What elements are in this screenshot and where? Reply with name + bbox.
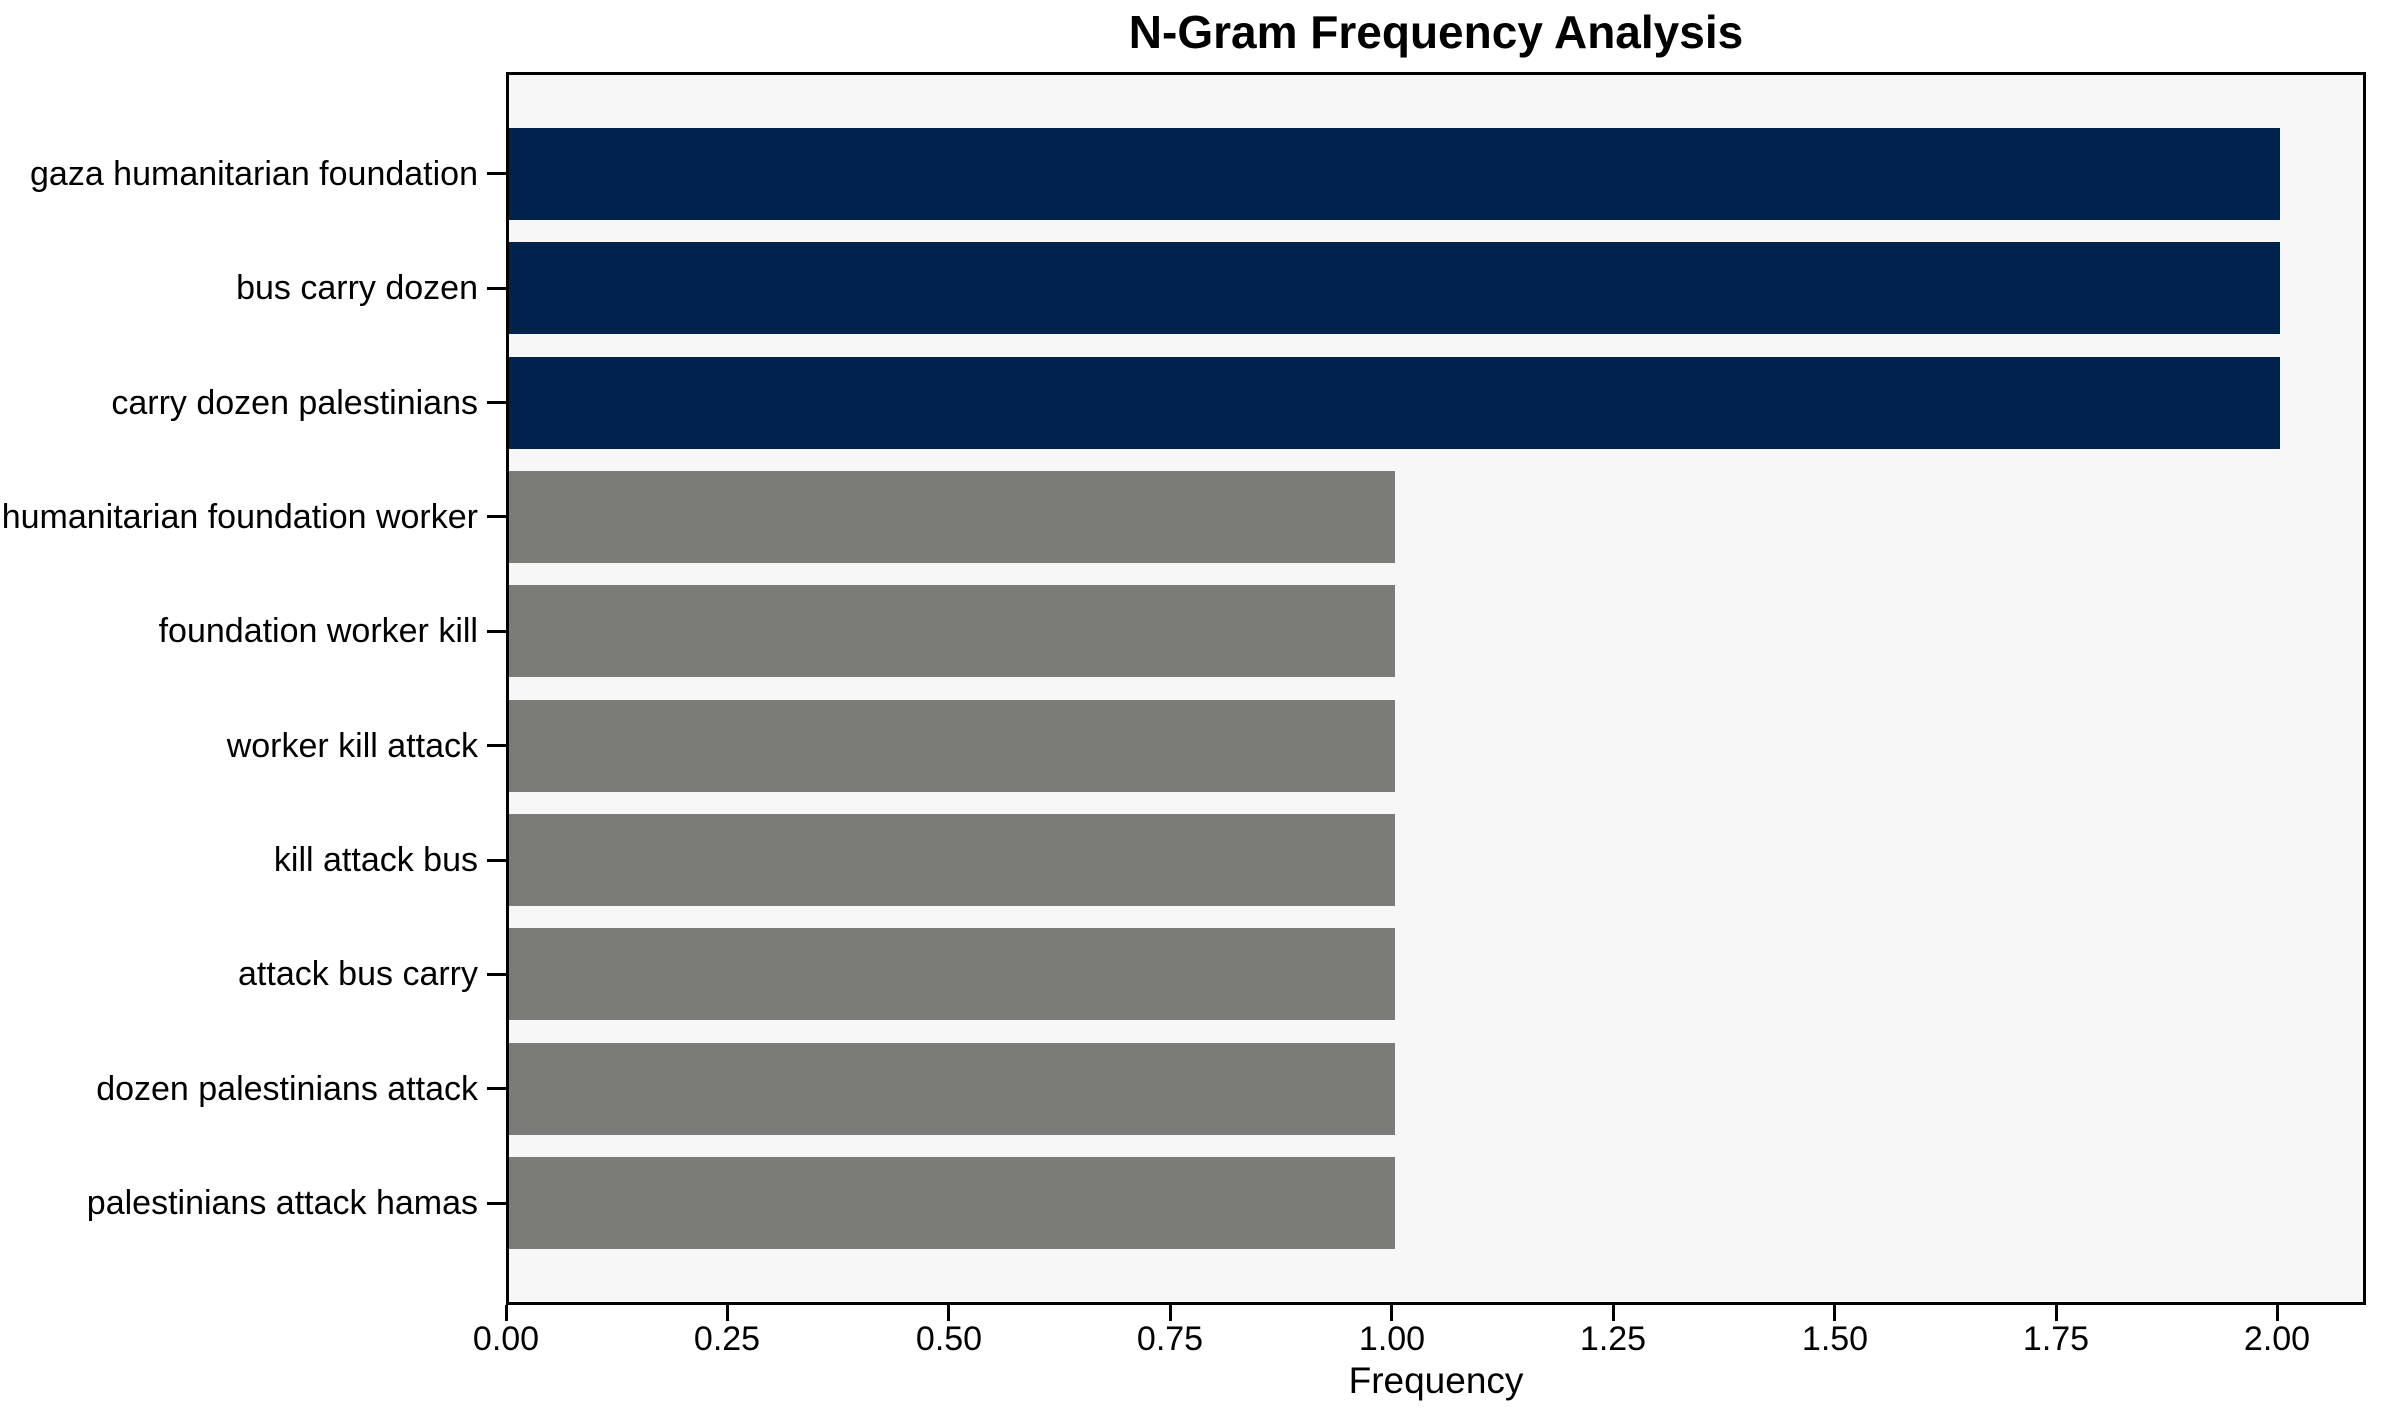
y-tick-mark [487, 287, 506, 290]
bar-attack-bus-carry [509, 928, 1395, 1020]
y-tick-mark [487, 172, 506, 175]
x-tick-label: 1.00 [1358, 1320, 1426, 1358]
y-tick-mark [487, 973, 506, 976]
y-axis-label: carry dozen palestinians [111, 384, 478, 422]
x-tick-mark [505, 1305, 508, 1321]
bar-dozen-palestinians-attack [509, 1043, 1395, 1135]
x-tick-label: 2.00 [2243, 1320, 2311, 1358]
y-axis-label: foundation worker kill [158, 612, 478, 650]
y-axis-label: bus carry dozen [236, 269, 478, 307]
bar-carry-dozen-palestinians [509, 357, 2280, 449]
bar-foundation-worker-kill [509, 585, 1395, 677]
y-tick-mark [487, 1087, 506, 1090]
y-tick-mark [487, 515, 506, 518]
bar-gaza-humanitarian-foundation [509, 128, 2280, 220]
x-tick-label: 0.75 [1136, 1320, 1204, 1358]
x-tick-mark [1833, 1305, 1836, 1321]
chart-title: N-Gram Frequency Analysis [1128, 6, 1744, 58]
x-tick-label: 1.50 [1801, 1320, 1869, 1358]
bar-worker-kill-attack [509, 700, 1395, 792]
y-tick-mark [487, 401, 506, 404]
bar-humanitarian-foundation-worker [509, 471, 1395, 563]
y-axis-label: worker kill attack [226, 727, 478, 765]
x-tick-label: 1.25 [1579, 1320, 1647, 1358]
y-tick-mark [487, 1202, 506, 1205]
x-tick-label: 0.50 [915, 1320, 983, 1358]
x-tick-mark [2055, 1305, 2058, 1321]
x-tick-mark [947, 1305, 950, 1321]
bar-palestinians-attack-hamas [509, 1157, 1395, 1249]
x-axis-label: Frequency [1348, 1360, 1524, 1401]
y-tick-mark [487, 859, 506, 862]
y-axis-label: attack bus carry [238, 955, 478, 993]
bar-bus-carry-dozen [509, 242, 2280, 334]
y-axis-label: dozen palestinians attack [96, 1070, 478, 1108]
x-tick-mark [726, 1305, 729, 1321]
y-axis-label: kill attack bus [273, 841, 478, 879]
x-tick-mark [1169, 1305, 1172, 1321]
y-axis-label: palestinians attack hamas [86, 1184, 478, 1222]
x-tick-mark [1390, 1305, 1393, 1321]
y-axis-label: gaza humanitarian foundation [30, 155, 478, 193]
x-tick-label: 1.75 [2022, 1320, 2090, 1358]
y-tick-mark [487, 630, 506, 633]
x-tick-label: 0.25 [693, 1320, 761, 1358]
y-axis-label: humanitarian foundation worker [1, 498, 478, 536]
y-tick-mark [487, 744, 506, 747]
x-tick-mark [2276, 1305, 2279, 1321]
bar-kill-attack-bus [509, 814, 1395, 906]
plot-area [506, 72, 2366, 1305]
x-tick-mark [1612, 1305, 1615, 1321]
x-tick-label: 0.00 [472, 1320, 540, 1358]
